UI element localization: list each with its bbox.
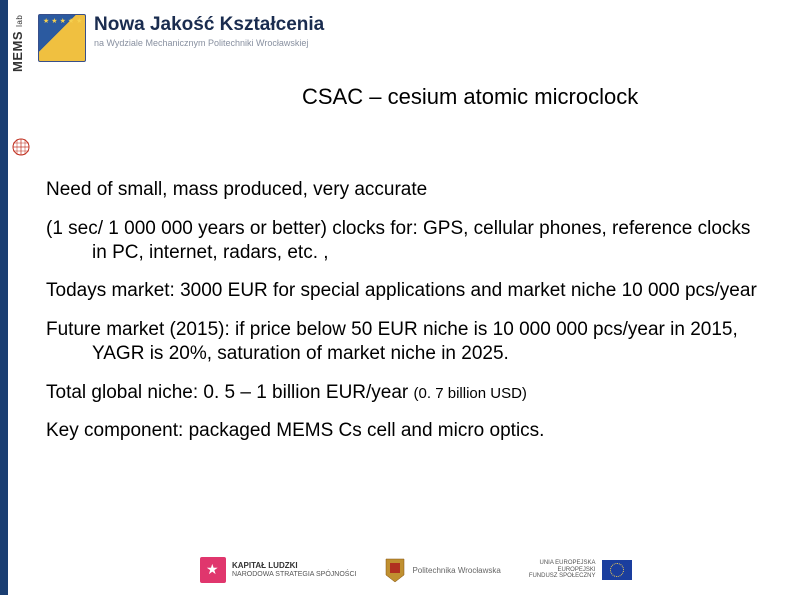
content-p2: (1 sec/ 1 000 000 years or better) clock… [46,217,766,265]
mems-sidebar-label: MEMS lab [10,15,25,72]
logo-square-icon: ★★★★★ [38,14,86,62]
footer-pwr: Politechnika Wrocławska [384,557,500,583]
pwr-shield-icon [384,557,406,583]
logo-stars-icon: ★★★★★ [43,17,82,25]
content-p4: Future market (2015): if price below 50 … [46,318,766,366]
content-p1: Need of small, mass produced, very accur… [46,178,766,202]
eu-line2: EUROPEJSKI [529,567,596,574]
mems-text: MEMS [10,31,25,72]
content-p6: Key component: packaged MEMS Cs cell and… [46,419,766,443]
logo-title: Nowa Jakość Kształcenia [94,14,324,36]
left-accent-bar [0,0,8,595]
footer-logos: KAPITAŁ LUDZKI NARODOWA STRATEGIA SPÓJNO… [200,557,632,583]
kapital-star-icon [200,557,226,583]
content-p5: Total global niche: 0. 5 – 1 billion EUR… [46,381,766,405]
eu-line3: FUNDUSZ SPOŁECZNY [529,573,596,580]
pwr-text: Politechnika Wrocławska [412,566,500,575]
kapital-text: KAPITAŁ LUDZKI NARODOWA STRATEGIA SPÓJNO… [232,562,356,578]
eu-flag-icon [602,560,632,580]
footer-eu: UNIA EUROPEJSKA EUROPEJSKI FUNDUSZ SPOŁE… [529,560,632,580]
content-p3: Todays market: 3000 EUR for special appl… [46,279,766,303]
logo-subtitle: na Wydziale Mechanicznym Politechniki Wr… [94,38,324,48]
header-logo-block: ★★★★★ Nowa Jakość Kształcenia na Wydzial… [38,14,324,62]
footer-kapital: KAPITAŁ LUDZKI NARODOWA STRATEGIA SPÓJNO… [200,557,356,583]
logo-text-block: Nowa Jakość Kształcenia na Wydziale Mech… [94,14,324,48]
globe-grid-icon [12,138,30,156]
eu-line1: UNIA EUROPEJSKA [529,560,596,567]
slide-content: Need of small, mass produced, very accur… [46,178,766,458]
eu-text: UNIA EUROPEJSKA EUROPEJSKI FUNDUSZ SPOŁE… [529,560,596,580]
slide-title: CSAC – cesium atomic microclock [302,84,638,110]
kapital-main: KAPITAŁ LUDZKI [232,562,356,571]
kapital-sub: NARODOWA STRATEGIA SPÓJNOŚCI [232,571,356,579]
content-p5-main: Total global niche: 0. 5 – 1 billion EUR… [46,382,414,403]
content-p5-note: (0. 7 billion USD) [414,385,527,402]
mems-lab-text: lab [15,15,24,27]
